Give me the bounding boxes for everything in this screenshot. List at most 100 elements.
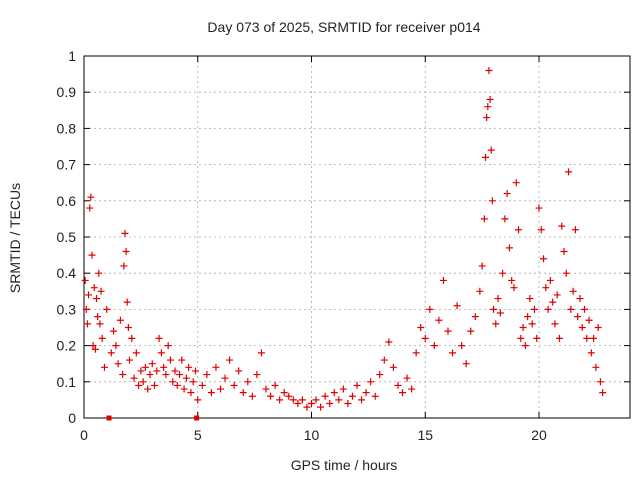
y-tick-label: 0.3 <box>57 301 77 317</box>
data-point <box>189 378 197 386</box>
data-point <box>176 371 184 379</box>
data-point <box>330 389 338 397</box>
data-point <box>576 295 584 303</box>
data-point <box>312 396 320 404</box>
data-point <box>528 320 536 328</box>
data-point <box>449 349 457 357</box>
data-point <box>482 153 490 161</box>
data-point <box>321 392 329 400</box>
data-point <box>488 197 496 205</box>
data-point <box>98 334 106 342</box>
data-point <box>123 298 131 306</box>
x-tick-label: 5 <box>194 427 202 443</box>
data-point <box>226 356 234 364</box>
data-point <box>526 295 534 303</box>
data-point <box>487 146 495 154</box>
data-point <box>587 349 595 357</box>
y-tick-label: 0.4 <box>57 265 77 281</box>
data-point <box>399 389 406 397</box>
data-point <box>551 320 559 328</box>
data-point <box>173 381 181 389</box>
data-point <box>389 363 397 371</box>
data-point <box>535 204 543 212</box>
data-point <box>508 276 516 284</box>
chart-title: Day 073 of 2025, SRMTID for receiver p01… <box>207 19 480 35</box>
data-point <box>471 313 479 321</box>
data-point <box>486 95 494 103</box>
data-point <box>578 324 586 331</box>
data-point <box>285 392 293 400</box>
data-point <box>144 385 152 393</box>
data-point <box>86 204 94 212</box>
data-point <box>317 403 325 411</box>
data-point <box>517 334 525 342</box>
data-point <box>162 371 170 379</box>
data-point <box>358 396 366 404</box>
data-point <box>157 349 165 357</box>
data-point <box>91 345 99 353</box>
y-tick-label: 1 <box>68 48 76 64</box>
data-point <box>187 389 195 397</box>
data-point <box>549 298 557 306</box>
data-point <box>83 320 91 328</box>
y-tick-label: 0.8 <box>57 120 77 136</box>
data-point <box>417 324 425 331</box>
data-point <box>235 367 243 375</box>
data-point <box>85 291 93 299</box>
data-point <box>571 226 579 234</box>
x-tick-label: 0 <box>80 427 88 443</box>
data-point <box>348 392 356 400</box>
y-tick-label: 0 <box>68 410 76 426</box>
data-point <box>462 360 470 368</box>
data-point <box>137 367 145 375</box>
data-point <box>178 356 186 364</box>
y-tick-label: 0.9 <box>57 84 77 100</box>
data-point <box>515 226 523 234</box>
data-point <box>90 284 98 292</box>
data-point <box>376 371 384 379</box>
gap-marker <box>194 415 200 421</box>
data-point <box>503 190 511 198</box>
data-point <box>480 215 488 223</box>
chart-ticks: 00.10.20.30.40.50.60.70.80.910 5 10 15 20 <box>57 48 630 443</box>
data-point <box>496 309 504 317</box>
data-point <box>164 342 172 350</box>
data-point <box>594 324 602 331</box>
x-tick-label: 10 <box>304 427 320 443</box>
data-point <box>81 276 89 284</box>
data-point <box>303 403 311 411</box>
data-point <box>128 334 136 342</box>
data-point <box>96 320 104 328</box>
data-point <box>153 367 161 375</box>
data-point <box>298 396 306 404</box>
data-point <box>530 305 538 313</box>
data-point <box>555 334 563 342</box>
data-point <box>339 385 347 393</box>
data-point <box>110 327 118 335</box>
data-point <box>120 262 128 270</box>
data-point <box>583 334 591 342</box>
data-point <box>501 215 509 223</box>
data-point <box>185 363 193 371</box>
data-point <box>426 305 434 313</box>
y-axis-label: SRMTID / TECUs <box>7 183 23 293</box>
data-point <box>166 356 174 364</box>
data-point <box>567 305 575 313</box>
data-point <box>408 385 416 393</box>
data-point <box>385 338 393 346</box>
chart-grid <box>84 56 630 418</box>
data-point <box>146 371 154 379</box>
data-point <box>217 385 224 393</box>
data-point <box>476 287 484 295</box>
data-point <box>191 367 199 375</box>
y-tick-label: 0.5 <box>57 229 77 245</box>
data-point <box>512 179 520 187</box>
data-point <box>553 291 561 299</box>
data-point <box>239 389 247 397</box>
data-point <box>484 103 492 111</box>
y-tick-label: 0.6 <box>57 193 77 209</box>
data-point <box>565 168 573 176</box>
data-point <box>132 349 140 357</box>
data-point <box>524 313 532 321</box>
data-point <box>353 381 361 389</box>
